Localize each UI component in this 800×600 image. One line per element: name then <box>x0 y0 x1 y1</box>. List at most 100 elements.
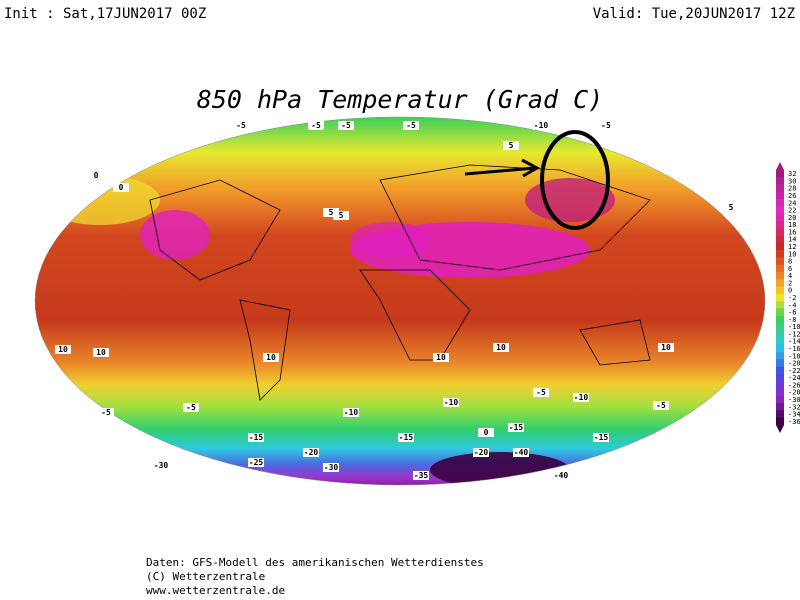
label-box <box>443 398 459 407</box>
colorbar-label: 0 <box>788 287 792 295</box>
valid-time: Valid: Tue,20JUN2017 12Z <box>593 6 795 22</box>
label-box <box>493 343 509 352</box>
contour-label: -35 <box>414 471 429 480</box>
label-box <box>303 448 319 457</box>
colorbar-segment <box>776 228 784 236</box>
colorbar-segment <box>776 242 784 251</box>
label-box <box>593 433 609 442</box>
label-box <box>653 401 669 410</box>
colorbar-label: -18 <box>788 352 800 360</box>
colorbar-segment <box>776 352 784 360</box>
colorbar-label: -26 <box>788 381 800 389</box>
colorbar-segment <box>776 366 784 375</box>
colorbar-label: 6 <box>788 265 792 273</box>
colorbar-label: 12 <box>788 243 796 251</box>
contour-label: -10 <box>574 393 589 402</box>
highlight-arrow <box>464 158 541 178</box>
contour-label: 10 <box>96 348 106 357</box>
label-box <box>113 183 129 192</box>
colorbar-segment <box>776 388 784 397</box>
contour-label: -15 <box>399 433 414 442</box>
footer-url: www.wetterzentrale.de <box>146 584 285 597</box>
contour-label: 5 <box>509 141 514 150</box>
label-box <box>323 208 339 217</box>
init-time: Init : Sat,17JUN2017 00Z <box>4 6 206 22</box>
colorbar-segment <box>776 272 784 280</box>
colorbar-segment <box>776 206 784 215</box>
colorbar-label: -10 <box>788 323 800 331</box>
contour-label: -25 <box>249 458 264 467</box>
contour-label: 10 <box>266 353 276 362</box>
contour-label: -15 <box>594 433 609 442</box>
contour-label: 10 <box>661 343 671 352</box>
colorbar-label: 8 <box>788 258 792 266</box>
contour-label: -15 <box>249 433 264 442</box>
colorbar-segment <box>776 381 784 389</box>
colorbar-arrow-bottom <box>776 425 784 433</box>
colorbar-label: 20 <box>788 214 796 222</box>
colorbar-label: -22 <box>788 367 800 375</box>
colorbar-label: -4 <box>788 301 796 309</box>
contour-label: 10 <box>58 345 68 354</box>
contour-label: -5 <box>656 401 666 410</box>
colorbar-segment <box>776 221 784 229</box>
label-box <box>333 211 349 220</box>
colorbar: 32302826242220181614121086420-2-4-6-8-10… <box>776 162 800 433</box>
contour-label: 5 <box>729 203 734 212</box>
map-field <box>35 117 765 485</box>
label-box <box>598 121 614 130</box>
contour-label: -30 <box>154 461 169 470</box>
contour-label: -5 <box>236 121 246 130</box>
colorbar-label: -34 <box>788 411 800 419</box>
colorbar-label: -12 <box>788 330 800 338</box>
colorbar-label: 30 <box>788 177 796 185</box>
colorbar-label: 14 <box>788 236 796 244</box>
colorbar-label: 26 <box>788 192 796 200</box>
colorbar-segment <box>776 264 784 273</box>
label-box <box>398 433 414 442</box>
label-box <box>248 433 264 442</box>
colorbar-label: -8 <box>788 316 796 324</box>
warm-area <box>350 222 430 258</box>
label-box <box>93 348 109 357</box>
colorbar-label: 24 <box>788 199 796 207</box>
colorbar-label: 2 <box>788 279 792 287</box>
colorbar-label: -36 <box>788 418 800 426</box>
colorbar-segment <box>776 315 784 324</box>
colorbar-segment <box>776 330 784 338</box>
colorbar-segment <box>776 170 784 178</box>
colorbar-label: 4 <box>788 272 792 280</box>
contour-label: 0 <box>484 428 489 437</box>
warm-area <box>525 178 615 222</box>
colorbar-segment <box>776 308 784 317</box>
colorbar-label: -30 <box>788 396 800 404</box>
label-box <box>508 423 524 432</box>
label-box <box>343 408 359 417</box>
warm-area <box>140 210 210 260</box>
label-box <box>723 203 739 212</box>
label-box <box>433 353 449 362</box>
label-box <box>153 461 169 470</box>
contour-label: 5 <box>339 211 344 220</box>
colorbar-segment <box>776 199 784 207</box>
colorbar-segment <box>776 184 784 193</box>
colorbar-segment <box>776 410 784 419</box>
colorbar-label: -32 <box>788 403 800 411</box>
colorbar-label: 10 <box>788 250 796 258</box>
label-box <box>413 471 429 480</box>
cold-area <box>430 452 570 485</box>
label-box <box>553 471 569 480</box>
contour-label: -40 <box>514 448 529 457</box>
contour-label: 5 <box>329 208 334 217</box>
colorbar-label: -16 <box>788 345 800 353</box>
label-box <box>503 141 519 150</box>
colorbar-segment <box>776 403 784 411</box>
contour-label: -5 <box>186 403 196 412</box>
colorbar-label: -24 <box>788 374 800 382</box>
label-box <box>98 408 114 417</box>
label-box <box>403 121 419 130</box>
colorbar-segment <box>776 213 784 222</box>
label-box <box>658 343 674 352</box>
